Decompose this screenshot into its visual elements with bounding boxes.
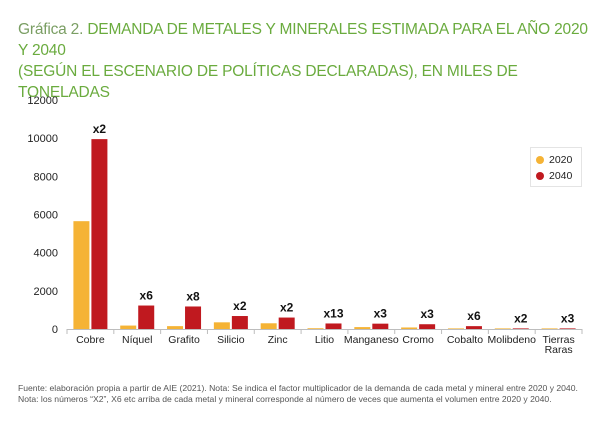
y-tick-label: 2000	[34, 286, 58, 298]
x-tick-label: Tierras Raras	[542, 334, 574, 356]
bar-2020	[260, 323, 277, 329]
bar-2020	[541, 328, 558, 329]
y-tick-label: 8000	[34, 171, 58, 183]
x-tick-label: Cromo	[402, 334, 434, 346]
source-note: Fuente: elaboración propia a partir de A…	[18, 383, 578, 404]
figure-title: Gráfica 2. DEMANDA DE METALES Y MINERALE…	[18, 19, 593, 103]
bar-chart: 0 2000 4000 6000 8000 10000 12000 x2 x6 x8 x2 x2 x1…	[27, 95, 583, 356]
bar-2040	[91, 139, 108, 329]
y-tick-label: 12000	[27, 95, 58, 107]
multiplier-labels: x2 x6 x8 x2 x2 x13 x3 x3 x6 x2 x3	[93, 122, 575, 325]
bar-2020	[213, 322, 230, 329]
x-tick-label: Manganeso	[344, 334, 399, 346]
figure-number: Gráfica 2.	[18, 21, 84, 38]
bar-2040	[325, 323, 342, 329]
x-axis: Cobre Níquel Grafito Silicio Zinc Litio Mangan…	[66, 329, 583, 356]
bar-2020	[167, 326, 184, 329]
multiplier-label: x3	[420, 307, 434, 321]
y-tick-label: 0	[52, 324, 58, 336]
y-axis: 0 2000 4000 6000 8000 10000 12000	[27, 95, 58, 336]
legend-label-2040: 2040	[549, 170, 573, 182]
multiplier-label: x8	[186, 289, 200, 303]
x-tick-label: Níquel	[122, 334, 152, 346]
bar-2040	[185, 306, 202, 329]
bar-2040	[372, 323, 389, 329]
bar-2040	[559, 328, 576, 329]
multiplier-label: x3	[374, 307, 388, 321]
multiplier-label: x3	[561, 312, 575, 326]
legend-swatch-2040	[536, 172, 544, 180]
x-tick-label: Cobre	[76, 334, 105, 346]
multiplier-label: x6	[467, 309, 481, 323]
x-tick-label: Molibdeno	[488, 334, 537, 346]
legend-swatch-2020	[536, 156, 544, 164]
legend-item-2020: 2020	[536, 152, 576, 168]
multiplier-label: x2	[233, 299, 247, 313]
bar-2040	[138, 305, 155, 329]
bar-2020	[120, 325, 137, 329]
legend-label-2020: 2020	[549, 154, 573, 166]
x-tick-label: Zinc	[268, 334, 288, 346]
bars	[73, 139, 576, 329]
bar-2040	[231, 316, 248, 329]
x-tick-label: Cobalto	[447, 334, 483, 346]
figure-title-line1: DEMANDA DE METALES Y MINERALES ESTIMADA …	[18, 21, 588, 59]
multiplier-label: x6	[140, 289, 154, 303]
bar-2040	[465, 326, 482, 329]
x-tick-label: Litio	[315, 334, 334, 346]
bar-2020	[494, 328, 511, 329]
y-tick-label: 4000	[34, 248, 58, 260]
bar-2020	[354, 327, 371, 329]
bar-2020	[447, 328, 464, 329]
bar-2040	[278, 317, 295, 329]
bar-2040	[512, 328, 529, 329]
x-tick-label: Silicio	[217, 334, 245, 346]
legend: 2020 2040	[530, 147, 582, 187]
multiplier-label: x13	[323, 306, 343, 320]
x-tick-label: Grafito	[168, 334, 200, 346]
legend-item-2040: 2040	[536, 168, 576, 184]
bar-2040	[419, 324, 436, 329]
multiplier-label: x2	[93, 122, 107, 136]
multiplier-label: x2	[280, 301, 294, 315]
y-tick-label: 6000	[34, 210, 58, 222]
bar-2020	[307, 328, 324, 329]
figure-title-line2: (SEGÚN EL ESCENARIO DE POLÍTICAS DECLARA…	[18, 63, 518, 101]
multiplier-label: x2	[514, 311, 528, 325]
bar-2020	[401, 327, 418, 329]
y-tick-label: 10000	[27, 133, 58, 145]
bar-2020	[73, 221, 90, 329]
